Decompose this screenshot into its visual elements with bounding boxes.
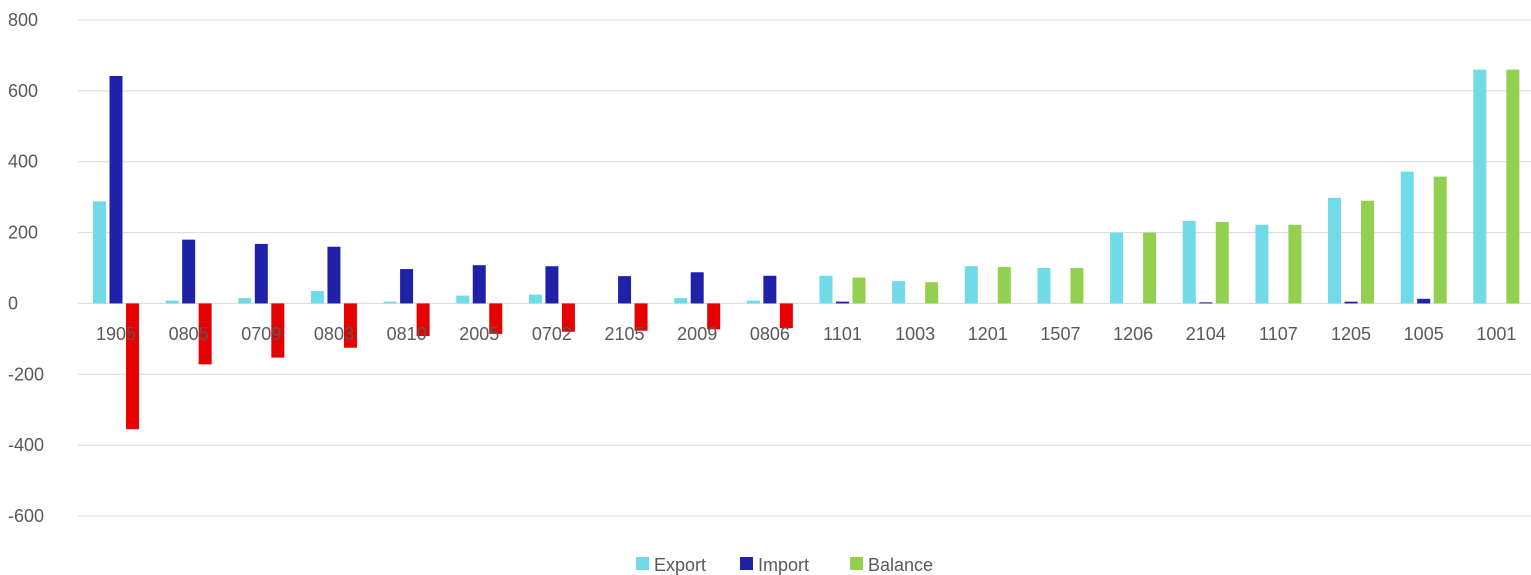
bar-import-1005 [1417, 298, 1431, 304]
bar-balance-2009 [707, 303, 721, 330]
y-tick-label: 600 [8, 81, 38, 101]
x-category-label: 1206 [1113, 324, 1153, 344]
bar-export-1905 [93, 201, 106, 304]
x-category-label: 0702 [532, 324, 572, 344]
bar-import-2104 [1199, 302, 1213, 304]
y-tick-label: -400 [8, 435, 44, 455]
y-tick-label: 200 [8, 223, 38, 243]
x-category-label: 1003 [895, 324, 935, 344]
bar-import-0805 [182, 239, 196, 304]
x-category-label: 0803 [314, 324, 354, 344]
x-category-label: 1507 [1040, 324, 1080, 344]
bar-balance-2104 [1215, 221, 1229, 304]
x-category-label: 0709 [241, 324, 281, 344]
bar-balance-0702 [561, 303, 575, 332]
bar-import-0709 [254, 243, 268, 304]
bar-export-1001 [1473, 69, 1487, 304]
x-category-label: 0805 [169, 324, 209, 344]
x-category-label: 1001 [1476, 324, 1516, 344]
x-category-label: 2009 [677, 324, 717, 344]
bar-export-1201 [964, 266, 978, 304]
bar-import-2009 [690, 272, 704, 304]
x-category-label: 0806 [750, 324, 790, 344]
bar-import-1101 [836, 301, 849, 304]
x-category-label: 1905 [96, 324, 136, 344]
bar-import-0806 [763, 275, 777, 304]
y-tick-label: 800 [8, 10, 38, 30]
bar-import-0803 [327, 246, 341, 304]
x-category-label: 1005 [1404, 324, 1444, 344]
legend-swatch-export [636, 557, 649, 570]
bar-balance-0805 [198, 303, 212, 365]
legend: Export Import Balance [636, 555, 933, 575]
bar-balance-1005 [1433, 176, 1447, 304]
legend-label-import: Import [758, 555, 809, 575]
bar-import-1905 [109, 75, 123, 304]
bar-import-0810 [400, 269, 414, 304]
x-category-label: 1205 [1331, 324, 1371, 344]
bar-export-0803 [310, 291, 324, 304]
bar-export-2009 [674, 298, 688, 304]
bar-balance-1206 [1143, 232, 1157, 304]
bar-balance-2105 [634, 303, 648, 331]
bar-balance-0803 [343, 303, 357, 348]
bar-balance-0810 [416, 303, 430, 337]
bar-export-0805 [165, 300, 179, 304]
bar-export-1507 [1037, 268, 1051, 304]
bar-balance-1507 [1070, 268, 1084, 304]
x-category-label: 2005 [459, 324, 499, 344]
bar-balance-1201 [997, 266, 1011, 304]
bar-export-1101 [819, 275, 833, 304]
x-category-label: 2104 [1186, 324, 1226, 344]
bar-balance-1205 [1361, 200, 1375, 304]
x-axis-category-labels: 1905 0805 0709 0803 0810 2005 0702 2105 2009 0806… [96, 324, 1516, 344]
bar-export-2104 [1182, 220, 1196, 304]
bar-balance-0709 [271, 303, 285, 358]
x-category-label: 1107 [1259, 324, 1298, 344]
bars [93, 69, 1520, 430]
y-axis-tick-labels: 800 600 400 200 0 -200 -400 -600 [8, 10, 44, 526]
y-tick-label: -600 [8, 506, 44, 526]
bar-export-1005 [1400, 171, 1414, 304]
y-tick-label: 0 [8, 293, 18, 313]
bar-import-1205 [1344, 301, 1358, 304]
bar-export-1107 [1255, 224, 1269, 304]
bar-export-1206 [1110, 232, 1124, 304]
bar-balance-1001 [1506, 69, 1520, 304]
bar-balance-1101 [852, 277, 866, 304]
bar-balance-1107 [1288, 224, 1302, 304]
bar-export-0806 [746, 300, 760, 304]
bar-export-0709 [238, 298, 252, 304]
bar-balance-1003 [925, 282, 939, 304]
bar-balance-2005 [489, 303, 503, 334]
bar-export-1003 [892, 281, 906, 304]
x-category-label: 1201 [968, 324, 1008, 344]
legend-label-balance: Balance [868, 555, 933, 575]
y-tick-label: 400 [8, 152, 38, 172]
bar-balance-1905 [126, 303, 139, 430]
x-category-label: 2105 [605, 324, 645, 344]
gridlines [78, 19, 1531, 517]
bar-export-2005 [456, 295, 470, 304]
bar-balance-0806 [779, 303, 793, 329]
legend-swatch-import [740, 557, 753, 570]
legend-swatch-balance [850, 557, 863, 570]
x-category-label: 1101 [823, 324, 862, 344]
bar-export-1205 [1328, 197, 1342, 304]
y-tick-label: -200 [8, 364, 44, 384]
bar-import-2105 [618, 276, 632, 304]
bar-import-2005 [472, 265, 486, 304]
bar-import-0702 [545, 266, 559, 304]
x-category-label: 0810 [387, 324, 427, 344]
bar-export-0810 [383, 301, 397, 304]
legend-label-export: Export [654, 555, 706, 575]
bar-export-0702 [528, 294, 542, 304]
